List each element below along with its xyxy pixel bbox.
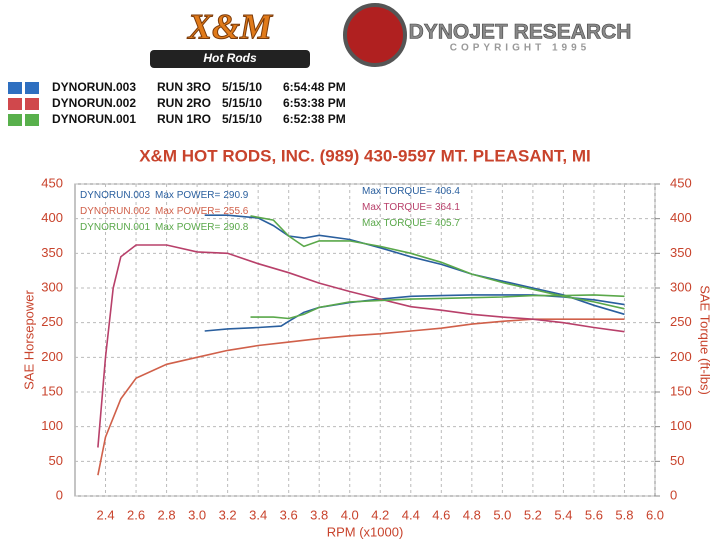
y-tick-label: 100 [41, 418, 63, 433]
x-tick-label: 3.8 [310, 507, 328, 522]
run-file: DYNORUN.003 [52, 80, 136, 94]
y2-axis-label: SAE Torque (ft-lbs) [698, 285, 713, 395]
legend-swatch [25, 114, 39, 126]
annotation: DYNORUN.001 Max POWER= 290.8 [80, 222, 249, 233]
x-tick-label: 4.6 [432, 507, 450, 522]
y-tick-label: 400 [41, 210, 63, 225]
y2-tick-label: 200 [670, 349, 692, 364]
y2-tick-label: 350 [670, 245, 692, 260]
run-date: 5/15/10 [222, 80, 262, 94]
y-tick-label: 250 [41, 314, 63, 329]
run-time: 6:54:48 PM [283, 80, 346, 94]
run-time: 6:52:38 PM [283, 112, 346, 126]
x-tick-label: 3.4 [249, 507, 267, 522]
x-tick-label: 5.6 [585, 507, 603, 522]
logo-right: DYNOJET RESEARCH COPYRIGHT 1995 [343, 3, 632, 67]
x-tick-label: 4.4 [402, 507, 420, 522]
annotation: Max TORQUE= 405.7 [362, 218, 460, 229]
annotation-value: 364.1 [435, 202, 460, 213]
x-axis-label: RPM (x1000) [327, 524, 404, 539]
line [97, 244, 625, 448]
annotation-label: Max TORQUE= [362, 218, 432, 229]
logo-text: X&M [187, 6, 274, 46]
annotation-value: 255.6 [223, 206, 248, 217]
x-tick-label: 5.2 [524, 507, 542, 522]
annotation-label: Max TORQUE= [362, 202, 432, 213]
annotation: DYNORUN.003 Max POWER= 290.9 [80, 190, 249, 201]
annotation-value: 405.7 [435, 218, 460, 229]
x-tick-label: 4.8 [463, 507, 481, 522]
x-tick-label: 2.4 [96, 507, 114, 522]
legend-label: DYNORUN.001 [80, 222, 150, 233]
logo-text: DYNOJET RESEARCH [409, 21, 632, 44]
x-tick-label: 3.2 [219, 507, 237, 522]
annotation-label: Max POWER= [155, 190, 220, 201]
x-tick-label: 4.0 [341, 507, 359, 522]
annotation: DYNORUN.002 Max POWER= 255.6 [80, 206, 249, 217]
annotation: Max TORQUE= 364.1 [362, 202, 460, 213]
run-file: DYNORUN.001 [52, 112, 136, 126]
x-tick-label: 2.8 [158, 507, 176, 522]
logo-left: X&M Hot Rods [150, 6, 310, 68]
y2-tick-label: 50 [670, 453, 684, 468]
annotation-label: Max TORQUE= [362, 186, 432, 197]
x-tick-label: 5.8 [615, 507, 633, 522]
y-tick-label: 50 [49, 453, 63, 468]
y-tick-label: 150 [41, 383, 63, 398]
run-date: 5/15/10 [222, 112, 262, 126]
x-tick-label: 3.0 [188, 507, 206, 522]
annotation: Max TORQUE= 406.4 [362, 186, 460, 197]
logo-banner [150, 50, 310, 68]
legend-swatch [25, 98, 39, 110]
y2-tick-label: 300 [670, 279, 692, 294]
legend-swatch [8, 82, 22, 94]
line [250, 215, 625, 310]
run-name: RUN 3RO [157, 80, 211, 94]
line [204, 214, 625, 316]
y-tick-label: 200 [41, 349, 63, 364]
annotation-label: Max POWER= [155, 222, 220, 233]
chart-title: X&M HOT RODS, INC. (989) 430-9597 MT. PL… [139, 146, 591, 165]
x-tick-label: 2.6 [127, 507, 145, 522]
y-axis-label: SAE Horsepower [21, 289, 36, 389]
y-tick-label: 450 [41, 175, 63, 190]
y-tick-label: 300 [41, 279, 63, 294]
logo-badge [343, 3, 407, 67]
run-name: RUN 1RO [157, 112, 211, 126]
x-tick-label: 5.0 [493, 507, 511, 522]
x-tick-label: 5.4 [554, 507, 572, 522]
annotation-value: 290.8 [223, 222, 248, 233]
y2-tick-label: 100 [670, 418, 692, 433]
y2-tick-label: 150 [670, 383, 692, 398]
y-tick-label: 0 [56, 487, 63, 502]
x-tick-label: 4.2 [371, 507, 389, 522]
logo-subtext: COPYRIGHT 1995 [450, 43, 590, 54]
run-date: 5/15/10 [222, 96, 262, 110]
annotation-value: 406.4 [435, 186, 460, 197]
legend-swatch [8, 114, 22, 126]
annotation-value: 290.9 [223, 190, 248, 201]
logo-subtext: Hot Rods [203, 51, 257, 65]
line [250, 294, 625, 320]
run-time: 6:53:38 PM [283, 96, 346, 110]
y-tick-label: 350 [41, 245, 63, 260]
annotation-label: Max POWER= [155, 206, 220, 217]
legend-label: DYNORUN.002 [80, 206, 150, 217]
legend-swatch [25, 82, 39, 94]
run-name: RUN 2RO [157, 96, 211, 110]
run-file: DYNORUN.002 [52, 96, 136, 110]
legend-label: DYNORUN.003 [80, 190, 150, 201]
y2-tick-label: 250 [670, 314, 692, 329]
y2-tick-label: 0 [670, 487, 677, 502]
x-tick-label: 6.0 [646, 507, 664, 522]
y2-tick-label: 400 [670, 210, 692, 225]
y2-tick-label: 450 [670, 175, 692, 190]
x-tick-label: 3.6 [280, 507, 298, 522]
legend-swatch [8, 98, 22, 110]
